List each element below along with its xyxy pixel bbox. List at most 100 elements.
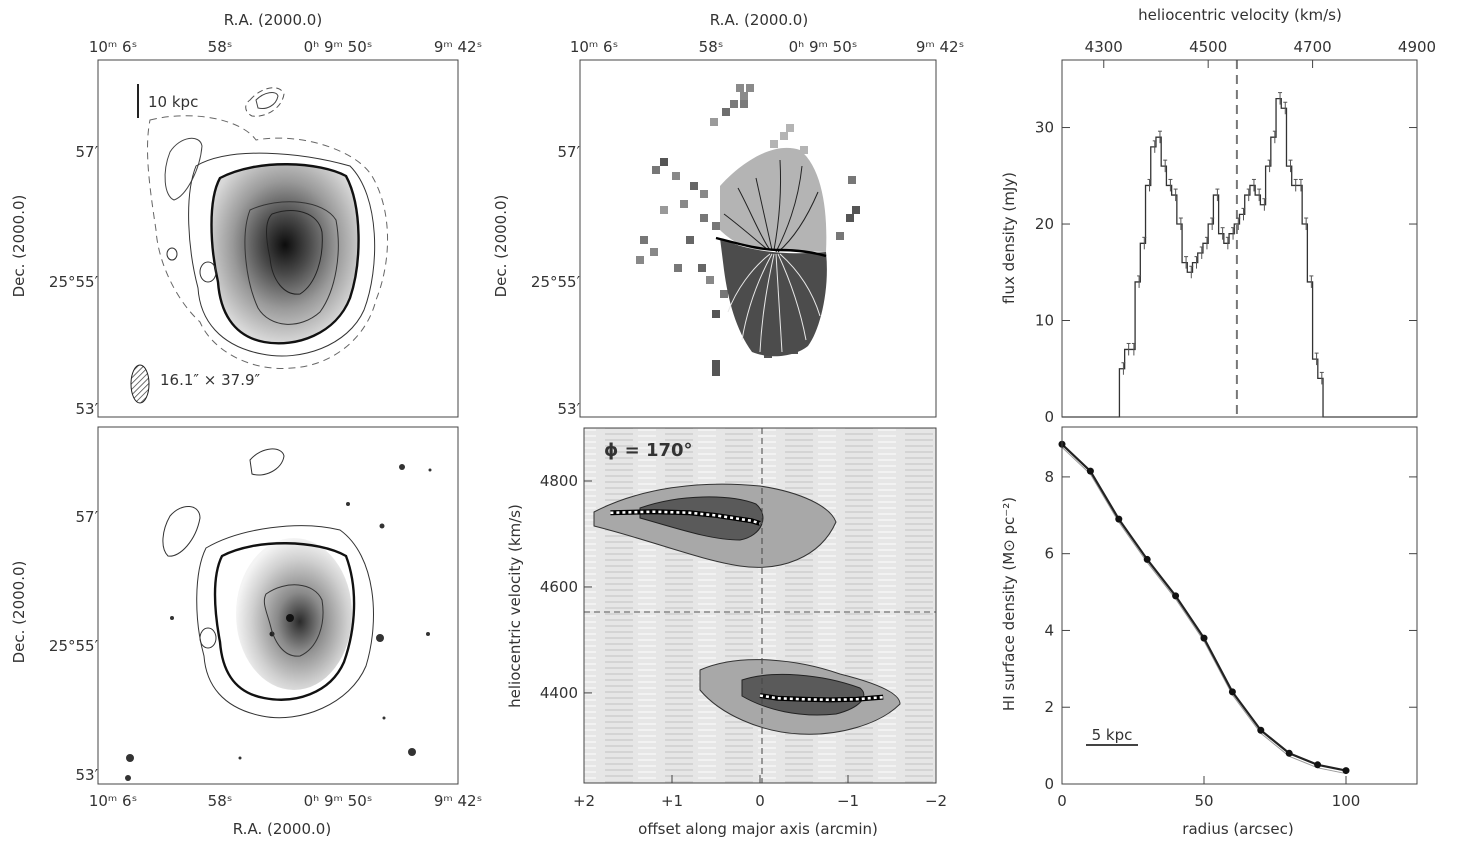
global-profile-x-tick-label: 4900 (1398, 38, 1436, 56)
optical-overlay-small-contour (199, 627, 217, 649)
pv-diagram-frame (583, 427, 937, 784)
optical-overlay-bottom-axis-label: R.A. (2000.0) (233, 820, 331, 838)
surface-density-y-tick-label: 0 (1044, 775, 1054, 793)
velocity-field-panel: R.A. (2000.0) 10ᵐ 6ˢ 58ˢ 0ʰ 9ᵐ 50ˢ 9ᵐ 42… (492, 11, 964, 418)
hi-map-contour-3 (244, 201, 339, 325)
global-profile-series-line (1062, 97, 1417, 418)
optical-overlay-west-contour (162, 506, 201, 557)
velocity-field-pixel (740, 92, 748, 100)
pv-diagram-data (610, 509, 884, 703)
velocity-field-pixel (800, 146, 808, 154)
global-profile-top-axis-label: heliocentric velocity (km/s) (1138, 6, 1342, 24)
velocity-field-pixel (680, 200, 688, 208)
surface-density-point (1086, 467, 1094, 475)
pv-diagram-x-tick-label: −2 (925, 792, 947, 810)
surface-density-y-tick-label: 4 (1044, 621, 1054, 639)
hi-map-contour-4 (266, 210, 323, 295)
velocity-field-pixel (736, 84, 744, 92)
velocity-field-pixel (720, 290, 728, 298)
velocity-field-pixel (650, 248, 658, 256)
global-profile-y-tick-label: 20 (1035, 215, 1054, 233)
surface-density-y-tick-label: 6 (1044, 545, 1054, 563)
surface-density-data (1058, 440, 1350, 775)
velocity-field-isovelocity-lower (727, 253, 821, 353)
hi-map-panel: R.A. (2000.0) 10ᵐ 6ˢ 58ˢ 0ʰ 9ᵐ 50ˢ 9ᵐ 42… (10, 11, 482, 418)
optical-galaxy-nucleus (286, 614, 294, 622)
optical-overlay-left-tick-2: 25°55′ (49, 637, 99, 655)
hi-map-beam-label: 16.1″ × 37.9″ (160, 371, 261, 389)
velocity-field-left-tick-2: 25°55′ (531, 273, 581, 291)
optical-overlay-bottom-tick-1: 10ᵐ 6ˢ (89, 792, 137, 810)
pv-diagram-x-tick-label: 0 (755, 792, 765, 810)
pv-diagram-x-tick-label: +2 (573, 792, 595, 810)
pv-diagram-panel: heliocentric velocity (km/s) offset alon… (506, 427, 947, 838)
hi-map-contour-1 (188, 152, 376, 357)
global-profile-panel: heliocentric velocity (km/s) flux densit… (1000, 6, 1436, 426)
velocity-field-left-axis-label: Dec. (2000.0) (492, 195, 510, 298)
pv-diagram-ticks: +2 +1 0 −1 −2 4400 4600 4800 (540, 472, 947, 810)
surface-density-point (1342, 767, 1350, 775)
hi-map-emission (210, 163, 360, 345)
velocity-field-pixel (636, 256, 644, 264)
velocity-field-approaching-side (720, 238, 827, 357)
velocity-field-pixel (698, 264, 706, 272)
velocity-field-pixel (712, 310, 720, 318)
velocity-field-pixel (706, 276, 714, 284)
velocity-field-pixel (852, 206, 860, 214)
velocity-field-left-tick-1: 57′ (558, 143, 581, 161)
surface-density-panel: HI surface density (M⊙ pc⁻²) radius (arc… (1000, 426, 1418, 838)
surface-density-point (1200, 634, 1208, 642)
hi-map-left-tick-2: 25°55′ (49, 273, 99, 291)
pv-diagram-background (584, 428, 936, 783)
velocity-field-pixel (652, 166, 660, 174)
hi-map-top-tick-4: 9ᵐ 42ˢ (434, 38, 482, 56)
velocity-field-pixel (846, 214, 854, 222)
pv-diagram-y-tick-label: 4600 (540, 578, 578, 596)
velocity-field-pixel (780, 132, 788, 140)
optical-overlay-contour-1 (196, 525, 374, 719)
surface-density-y-tick-label: 8 (1044, 468, 1054, 486)
pv-diagram-x-axis-label: offset along major axis (arcmin) (638, 820, 878, 838)
hi-map-top-axis-label: R.A. (2000.0) (224, 11, 322, 29)
optical-overlay-inner-contour (263, 584, 324, 657)
hi-map-top-tick-2: 58ˢ (208, 38, 233, 56)
surface-density-scalebar-label: 5 kpc (1092, 726, 1133, 744)
velocity-field-pixel (746, 84, 754, 92)
surface-density-point (1228, 688, 1236, 696)
hi-map-scalebar-label: 10 kpc (148, 93, 198, 111)
hi-map-small-contour (199, 261, 217, 283)
surface-density-ticks: 0 50 100 0 2 4 6 8 (1044, 468, 1417, 810)
velocity-field-pixel (640, 236, 648, 244)
velocity-field-pixel (730, 100, 738, 108)
hi-map-cloud-contour-outer (245, 87, 285, 117)
velocity-field-top-tick-3: 0ʰ 9ᵐ 50ˢ (789, 38, 858, 56)
velocity-field-top-tick-4: 9ᵐ 42ˢ (916, 38, 964, 56)
optical-overlay-bottom-tick-3: 0ʰ 9ᵐ 50ˢ (304, 792, 373, 810)
surface-density-x-tick-label: 0 (1057, 792, 1067, 810)
global-profile-y-tick-label: 30 (1035, 119, 1054, 137)
velocity-field-pixel (712, 360, 720, 368)
velocity-field-pixel (710, 118, 718, 126)
pv-diagram-x-tick-label: −1 (837, 792, 859, 810)
surface-density-point (1285, 749, 1293, 757)
global-profile-x-tick-label: 4300 (1085, 38, 1123, 56)
velocity-field-pixel (770, 140, 778, 148)
optical-overlay-left-tick-1: 57′ (76, 508, 99, 526)
pv-diagram-y-tick-label: 4400 (540, 684, 578, 702)
surface-density-y-axis-label: HI surface density (M⊙ pc⁻²) (1000, 497, 1018, 711)
surface-density-y-tick-label: 2 (1044, 698, 1054, 716)
global-profile-frame (1061, 59, 1418, 418)
velocity-field-isovelocity-upper (723, 159, 819, 253)
optical-overlay-thick-contour (213, 542, 356, 701)
surface-density-x-axis-label: radius (arcsec) (1182, 820, 1293, 838)
velocity-field-pixel (786, 124, 794, 132)
hi-map-top-tick-3: 0ʰ 9ᵐ 50ˢ (304, 38, 373, 56)
velocity-field-pixel (712, 222, 720, 230)
hi-map-top-tick-1: 10ᵐ 6ˢ (89, 38, 137, 56)
velocity-field-pixel (690, 182, 698, 190)
hi-map-left-tick-3: 53′ (76, 400, 99, 418)
surface-density-point (1172, 592, 1180, 600)
surface-density-x-tick-label: 50 (1194, 792, 1213, 810)
velocity-field-pixel (660, 206, 668, 214)
